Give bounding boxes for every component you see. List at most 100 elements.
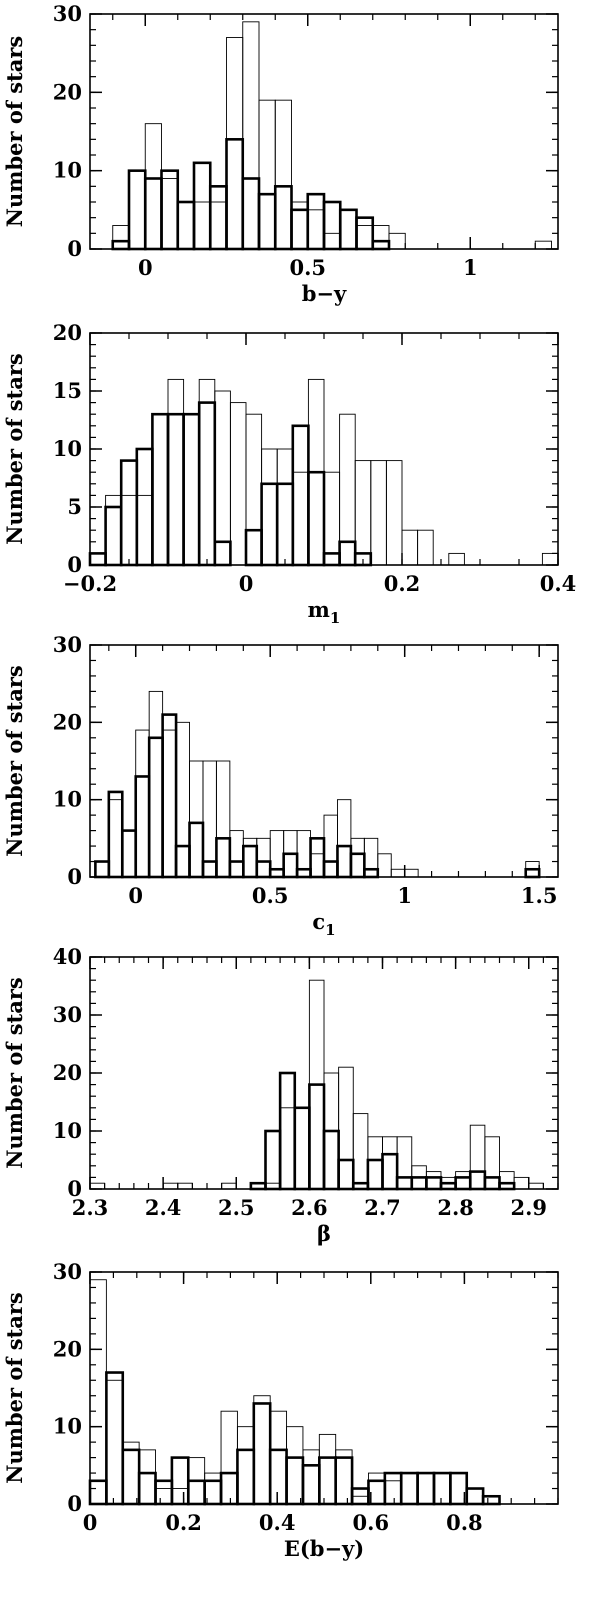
histogram-bar-thin bbox=[400, 1472, 419, 1505]
histogram-bar-thin bbox=[286, 1426, 304, 1505]
histogram-bar-thin bbox=[122, 1441, 140, 1505]
x-tick-label: 1.5 bbox=[521, 883, 558, 908]
histogram-bar-thin bbox=[236, 1426, 255, 1505]
histogram-bar-thick bbox=[322, 200, 342, 251]
histogram-bar-thick bbox=[278, 1071, 297, 1191]
histogram-bar-thin bbox=[310, 853, 325, 878]
histogram-bar-thin bbox=[229, 830, 244, 878]
histogram-bar-thick bbox=[242, 844, 259, 879]
x-axis-label-text: b−y bbox=[302, 281, 347, 306]
histogram-bar-thin bbox=[292, 471, 309, 566]
x-axis-label: E(b−y) bbox=[284, 1536, 364, 1561]
histogram-bar-thin bbox=[323, 471, 341, 566]
histogram-bar-thin bbox=[253, 1395, 271, 1505]
histogram-bar-thick bbox=[432, 1471, 452, 1506]
y-axis-label: Number of stars bbox=[2, 36, 27, 227]
x-tick-label: 2.7 bbox=[364, 1195, 401, 1220]
histogram-bar-thick bbox=[111, 239, 131, 251]
histogram-panel-5: 0 0.2 0.4 0.6 0.8 0 10 20 30 E(b−y) Number of star… bbox=[2, 1259, 559, 1561]
histogram-panel-4: 2.3 2.4 2.5 2.6 2.7 2.8 2.9 0 10 20 30 40 β Number of… bbox=[2, 944, 559, 1246]
histogram-bar-thick bbox=[395, 1176, 414, 1191]
histogram-bar-thick bbox=[290, 208, 310, 251]
histogram-bar-thick bbox=[293, 1106, 311, 1191]
histogram-bar-thick bbox=[439, 1181, 457, 1191]
histogram-bar-thin bbox=[89, 552, 107, 566]
histogram-bar-thick bbox=[355, 216, 375, 251]
histogram-bar-thin bbox=[337, 799, 352, 878]
histogram-bar-thick bbox=[104, 505, 123, 567]
histogram-bar-thick bbox=[399, 1471, 419, 1506]
histogram-bar-thick bbox=[192, 161, 212, 251]
histogram-bar-thin bbox=[183, 413, 200, 566]
histogram-bar-thick bbox=[94, 860, 111, 879]
histogram-bar-thick bbox=[308, 1083, 326, 1191]
histogram-bar-thick bbox=[215, 837, 232, 879]
histogram-bar-thick bbox=[170, 1456, 190, 1506]
histogram-bar-thick bbox=[291, 424, 310, 567]
y-tick-label: 0 bbox=[67, 236, 82, 261]
histogram-bar-thin bbox=[384, 1480, 402, 1505]
y-tick-label: 10 bbox=[53, 436, 82, 461]
histogram-bar-thick bbox=[301, 1464, 321, 1506]
histogram-bar-thick bbox=[371, 239, 391, 251]
x-axis-label-text: E(b−y) bbox=[284, 1536, 364, 1561]
histogram-bar-thin bbox=[469, 1124, 486, 1190]
histogram-bar-thick bbox=[135, 447, 154, 567]
x-tick-label: 0.2 bbox=[165, 1510, 202, 1535]
histogram-bar-thin bbox=[363, 837, 379, 878]
y-tick-label: 0 bbox=[67, 1176, 82, 1201]
histogram-bar-thin bbox=[372, 225, 390, 250]
histogram-bar-thick bbox=[454, 1176, 472, 1191]
y-tick-label: 30 bbox=[53, 632, 82, 657]
histogram-bar-thick bbox=[134, 775, 151, 879]
histogram-bar-thin bbox=[279, 1107, 296, 1190]
y-axis-label: Number of stars bbox=[2, 665, 27, 856]
histogram-bar-thick bbox=[107, 790, 124, 879]
histogram-bar-thin bbox=[175, 721, 190, 878]
x-tick-label: 1 bbox=[397, 883, 412, 908]
histogram-bar-thin bbox=[155, 1488, 173, 1505]
y-tick-label: 5 bbox=[67, 494, 82, 519]
histogram-bar-thin bbox=[89, 1279, 107, 1505]
histogram-bar-thin bbox=[425, 1171, 442, 1190]
histogram-bar-thin bbox=[354, 460, 372, 566]
y-tick-label: 10 bbox=[53, 1118, 82, 1143]
histogram-bar-thick bbox=[257, 192, 277, 251]
histogram-bar-thin bbox=[318, 1433, 337, 1505]
histogram-bar-thin bbox=[120, 494, 138, 566]
histogram-bar-thin bbox=[269, 1410, 288, 1505]
histogram-bar-thick bbox=[336, 844, 353, 879]
x-tick-label: −0.2 bbox=[63, 571, 117, 596]
y-tick-label: 15 bbox=[53, 378, 82, 403]
histogram-bar-thick bbox=[273, 185, 293, 251]
histogram-bar-thick bbox=[498, 1181, 516, 1191]
plot-frame bbox=[89, 13, 559, 250]
x-tick-label: 0.2 bbox=[384, 571, 421, 596]
histogram-bar-thick bbox=[268, 867, 285, 879]
histogram-bar-thin bbox=[215, 760, 231, 878]
histogram-bar-thin bbox=[276, 448, 294, 566]
histogram-bar-thick bbox=[322, 1129, 340, 1191]
histogram-bar-thick bbox=[88, 1479, 108, 1506]
histogram-bar-thin bbox=[144, 123, 162, 250]
histogram-bar-thick bbox=[338, 540, 357, 567]
x-axis-label-subscript: 1 bbox=[330, 609, 340, 627]
histogram-bar-thick bbox=[166, 412, 185, 567]
histogram-bar-thin bbox=[307, 209, 325, 250]
histogram-bar-thick bbox=[225, 138, 245, 251]
y-tick-label: 0 bbox=[67, 864, 82, 889]
histogram-bar-thin bbox=[390, 868, 406, 878]
x-tick-label: 1 bbox=[463, 255, 478, 280]
histogram-bar-thick bbox=[483, 1176, 501, 1191]
histogram-bar-thick bbox=[160, 169, 180, 251]
histogram-bar-thin bbox=[258, 99, 276, 250]
histogram-bar-thick bbox=[322, 860, 339, 879]
histogram-bar-thick bbox=[213, 540, 232, 567]
histogram-bar-thin bbox=[214, 390, 231, 566]
histogram-bar-thick bbox=[363, 867, 380, 879]
histogram-bar-thick bbox=[285, 1456, 305, 1506]
